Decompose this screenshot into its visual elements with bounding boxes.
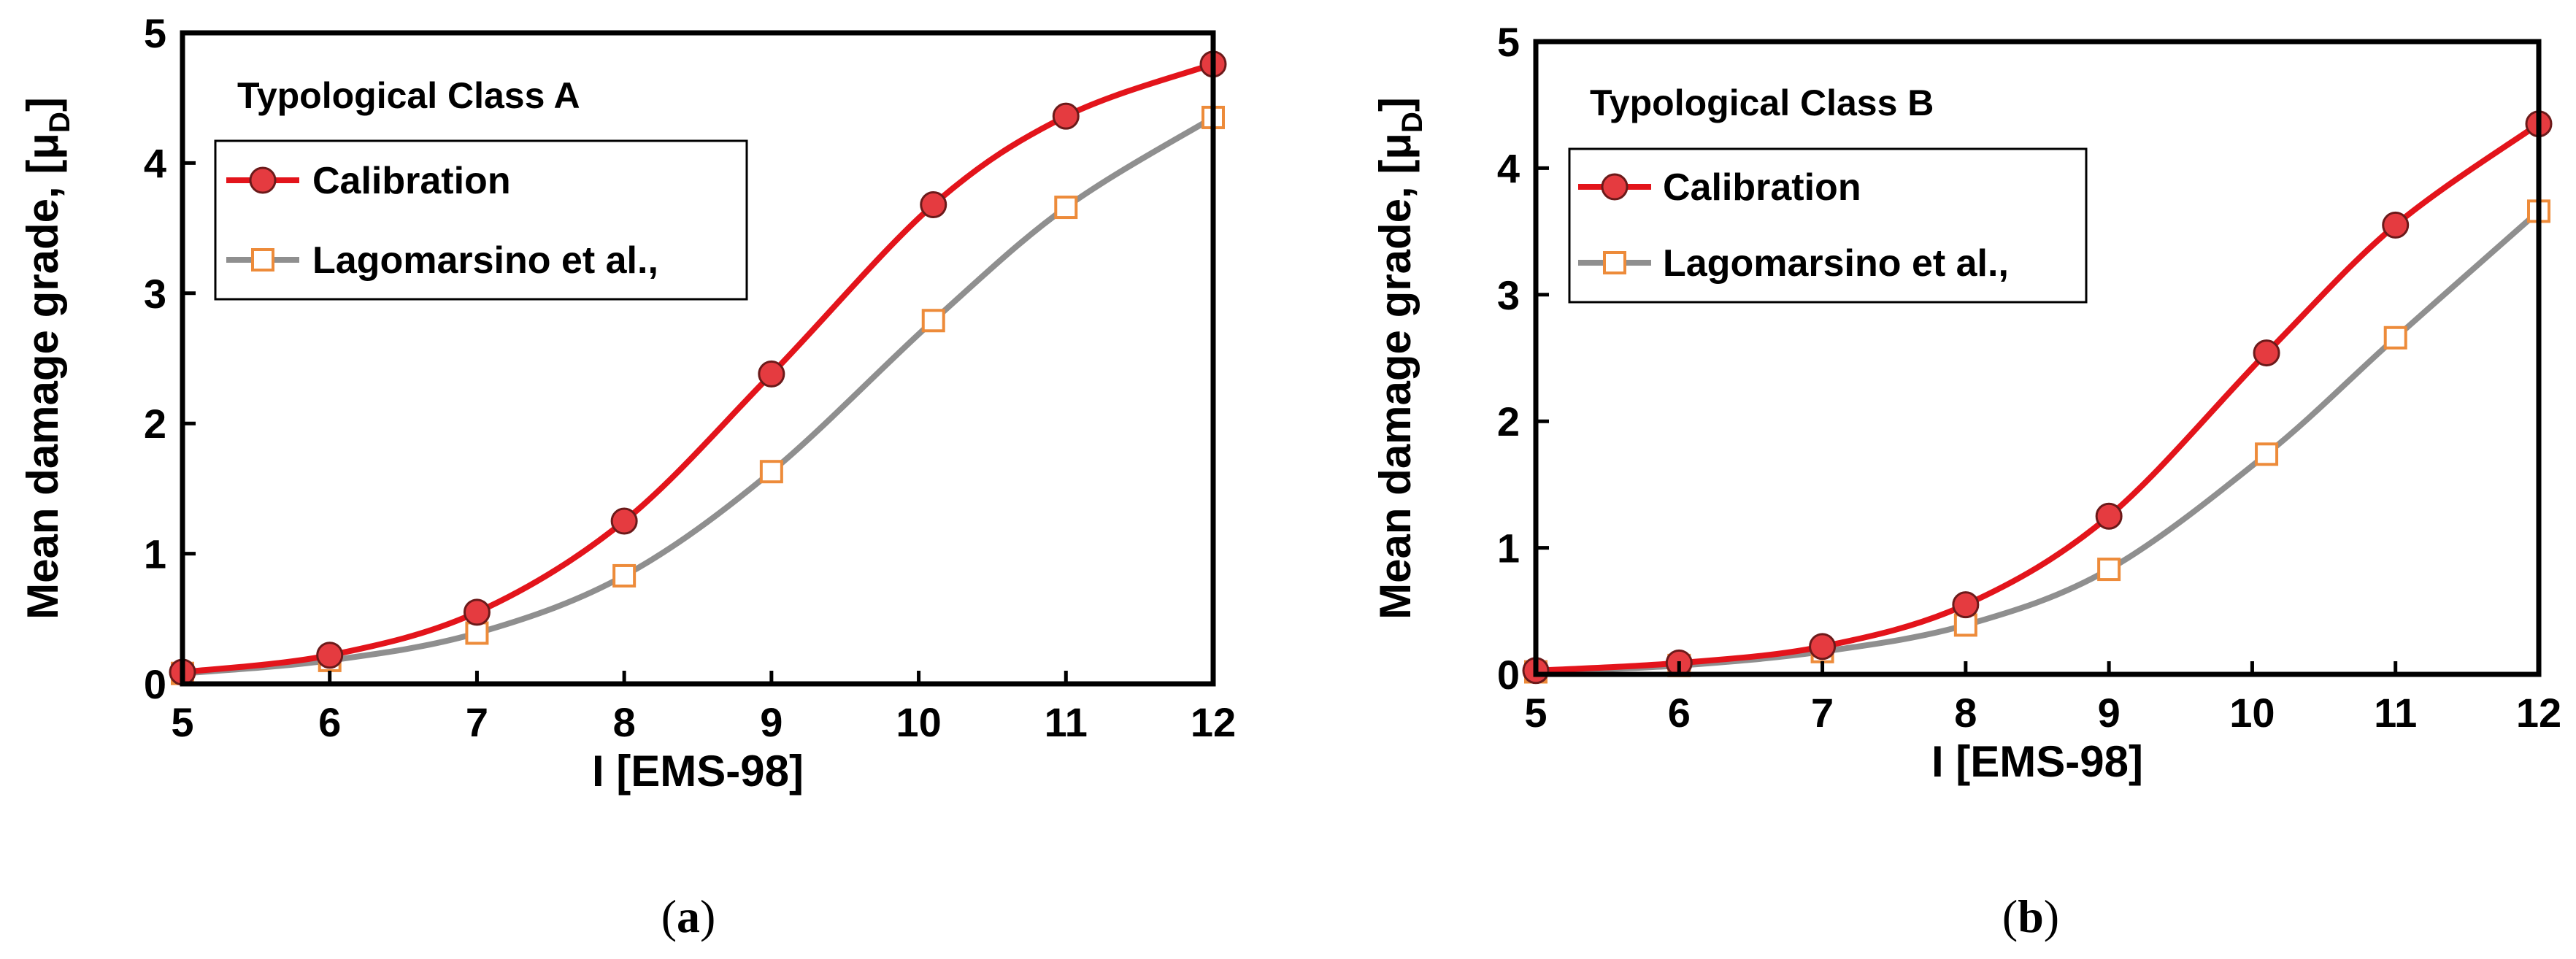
legend-entry-lagomarsino: Lagomarsino et al., xyxy=(226,239,658,282)
data-point-calibration xyxy=(920,190,947,218)
series-line-calibration xyxy=(1533,120,2542,674)
x-tick-label: 8 xyxy=(613,699,636,745)
series-line-calibration xyxy=(180,61,1216,675)
legend-label-lagomarsino: Lagomarsino et al., xyxy=(312,239,658,282)
x-tick-label: 7 xyxy=(1811,690,1834,736)
panel-label-letter: a xyxy=(677,890,700,942)
chart-title: Typological Class A xyxy=(237,75,580,116)
y-axis-title-main: Mean damage grade, [μ xyxy=(18,133,67,620)
y-axis-title-main: Mean damage grade, [μ xyxy=(1371,133,1420,620)
panel-label-open: ( xyxy=(661,890,677,942)
legend-label-calibration: Calibration xyxy=(1663,166,1861,209)
legend-marker-calibration xyxy=(249,166,277,194)
x-tick-label: 10 xyxy=(2229,690,2275,736)
panel-label-open: ( xyxy=(2002,890,2018,942)
legend-label-lagomarsino: Lagomarsino et al., xyxy=(1663,242,2009,285)
panel-label-close: ) xyxy=(2044,890,2059,942)
x-tick-label: 9 xyxy=(760,699,783,745)
data-point-calibration xyxy=(1952,591,1980,619)
x-tick-label: 10 xyxy=(896,699,941,745)
panel-label: (b) xyxy=(2002,890,2059,942)
y-tick-label: 1 xyxy=(144,531,166,577)
panel-label-letter: b xyxy=(2018,890,2044,942)
y-tick-label: 0 xyxy=(144,661,166,707)
y-tick-label: 0 xyxy=(1497,652,1520,698)
data-point-lagomarsino xyxy=(612,563,637,588)
x-tick-label: 11 xyxy=(1045,699,1088,745)
y-tick-label: 1 xyxy=(1497,525,1520,571)
y-axis-title-subscript: D xyxy=(44,112,76,133)
data-point-lagomarsino xyxy=(2097,558,2121,582)
legend-marker-calibration xyxy=(1601,173,1629,201)
data-point-calibration xyxy=(758,360,785,388)
plot-area xyxy=(169,50,1227,686)
data-point-lagomarsino xyxy=(465,621,489,645)
data-point-calibration xyxy=(2382,211,2410,239)
legend: Calibration Lagomarsino et al., xyxy=(1568,147,2088,304)
legend-entry-calibration: Calibration xyxy=(1578,166,1861,209)
y-tick-label: 3 xyxy=(144,271,166,317)
data-point-calibration xyxy=(2095,502,2123,530)
data-point-calibration xyxy=(463,598,491,626)
y-axis-title: Mean damage grade, [μD] xyxy=(1371,97,1429,620)
x-tick-label: 7 xyxy=(466,699,488,745)
data-point-lagomarsino xyxy=(1054,196,1078,220)
legend-marker-lagomarsino xyxy=(251,248,274,271)
x-tick-label: 5 xyxy=(1524,690,1547,736)
x-tick-label: 6 xyxy=(318,699,341,745)
legend-label-calibration: Calibration xyxy=(312,160,511,202)
data-point-lagomarsino xyxy=(759,460,783,484)
y-tick-label: 2 xyxy=(144,401,166,447)
x-tick-label: 12 xyxy=(2516,690,2561,736)
legend-entry-calibration: Calibration xyxy=(226,160,511,202)
y-axis-title-close: ] xyxy=(1371,97,1420,112)
panel-label: (a) xyxy=(661,890,716,942)
x-axis-title: I [EMS-98] xyxy=(592,747,804,796)
data-point-calibration xyxy=(316,642,344,669)
y-tick-label: 4 xyxy=(144,140,166,186)
data-point-calibration xyxy=(1052,102,1080,130)
y-tick-label: 3 xyxy=(1497,272,1520,318)
y-axis-title: Mean damage grade, [μD] xyxy=(18,97,76,620)
y-tick-label: 4 xyxy=(1497,145,1520,191)
legend-entry-lagomarsino: Lagomarsino et al., xyxy=(1578,242,2009,285)
plot-frame xyxy=(180,30,1216,687)
data-point-lagomarsino xyxy=(921,309,945,333)
legend: Calibration Lagomarsino et al., xyxy=(214,139,748,301)
data-point-calibration xyxy=(610,507,638,535)
data-point-lagomarsino xyxy=(2255,442,2279,466)
x-axis-title: I [EMS-98] xyxy=(1931,737,2143,786)
legend-marker-lagomarsino xyxy=(1603,251,1626,274)
chart-title: Typological Class B xyxy=(1590,82,1934,123)
plot-frame xyxy=(1533,39,2542,677)
panel-label-close: ) xyxy=(700,890,715,942)
legend-box xyxy=(214,139,748,301)
x-tick-label: 6 xyxy=(1668,690,1691,736)
x-tick-label: 8 xyxy=(1954,690,1977,736)
x-tick-label: 12 xyxy=(1191,699,1236,745)
y-tick-label: 2 xyxy=(1497,398,1520,444)
series-line-lagomarsino xyxy=(180,115,1216,677)
data-point-calibration xyxy=(2253,339,2280,367)
x-tick-label: 5 xyxy=(171,699,193,745)
data-point-calibration xyxy=(1809,633,1837,660)
data-point-lagomarsino xyxy=(2383,326,2407,350)
y-axis-title-close: ] xyxy=(18,97,67,112)
legend-box xyxy=(1568,147,2088,304)
y-tick-label: 5 xyxy=(144,10,166,56)
y-tick-label: 5 xyxy=(1497,19,1520,65)
x-tick-label: 11 xyxy=(2374,690,2417,736)
y-axis-title-subscript: D xyxy=(1396,112,1429,133)
x-tick-label: 9 xyxy=(2098,690,2121,736)
